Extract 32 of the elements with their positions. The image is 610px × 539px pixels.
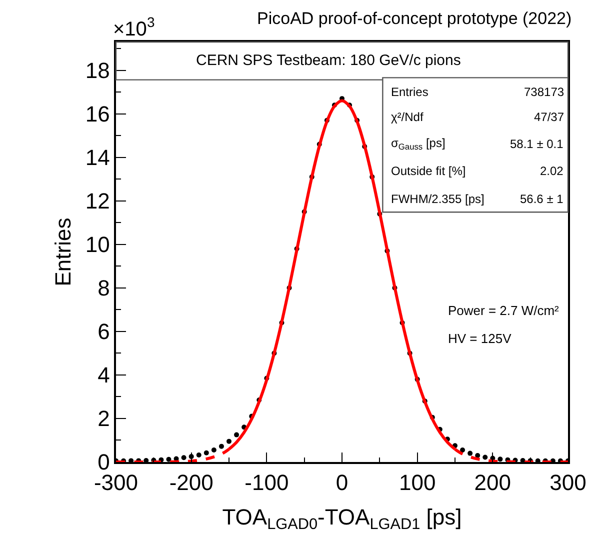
- annotation: FWHM/2.355 [ps]: [391, 192, 484, 206]
- annotation: CERN SPS Testbeam: 180 GeV/c pions: [196, 52, 461, 69]
- y-tick-label: 6: [98, 319, 110, 344]
- y-tick-label: 2: [98, 406, 110, 432]
- y-tick-label: 8: [98, 276, 110, 301]
- chart-title: PicoAD proof-of-concept prototype (2022): [257, 9, 572, 28]
- x-tick-label: 0: [336, 470, 348, 496]
- annotation: χ²/Ndf: [391, 110, 424, 124]
- annotation: Outside fit [%]: [391, 164, 466, 178]
- annotation: 58.1 ± 0.1: [510, 137, 564, 151]
- annotation: Power = 2.7 W/cm²: [448, 303, 560, 318]
- x-tick-label: 300: [550, 470, 586, 496]
- annotation: σ$_{Gauss}$ [ps]: [391, 136, 446, 152]
- text: ×10$^{3}$: [113, 14, 155, 40]
- annotation: 738173: [524, 85, 564, 99]
- x-tick-label: -200: [169, 470, 214, 496]
- annotation: 2.02: [540, 164, 564, 178]
- annotation: Entries: [391, 85, 428, 99]
- y-tick-label: 10: [85, 232, 110, 258]
- annotation: HV = 125V: [448, 331, 512, 346]
- y-axis-title: Entries: [50, 218, 76, 286]
- x-tick-label: -100: [244, 470, 289, 496]
- y-tick-label: 4: [98, 362, 110, 388]
- y-tick-label: 12: [85, 188, 110, 214]
- y-tick-label: 14: [85, 145, 110, 170]
- annotation: 56.6 ± 1: [520, 192, 564, 206]
- x-axis-title: TOA$_{LGAD0}$-TOA$_{LGAD1}$ [ps]: [222, 504, 462, 534]
- x-tick-label: 200: [474, 470, 512, 496]
- y-tick-label: 16: [85, 102, 110, 127]
- y-tick-label: 18: [85, 58, 110, 83]
- x-tick-label: 100: [398, 470, 436, 496]
- annotation: 47/37: [534, 110, 564, 124]
